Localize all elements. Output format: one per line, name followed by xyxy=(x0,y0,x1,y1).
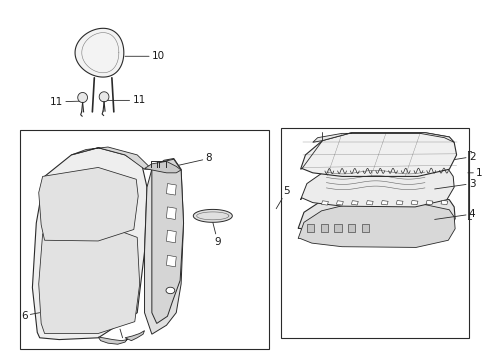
Text: 11: 11 xyxy=(104,95,145,105)
Polygon shape xyxy=(166,184,176,195)
Bar xyxy=(347,224,354,231)
Bar xyxy=(361,224,368,231)
Polygon shape xyxy=(321,201,328,205)
Polygon shape xyxy=(166,230,176,243)
Polygon shape xyxy=(166,207,176,220)
Text: 5: 5 xyxy=(276,186,289,209)
Polygon shape xyxy=(78,93,87,103)
Polygon shape xyxy=(298,204,454,247)
Polygon shape xyxy=(99,92,109,102)
Polygon shape xyxy=(71,147,152,169)
Text: 7: 7 xyxy=(114,316,122,338)
Text: 8: 8 xyxy=(168,153,212,167)
Text: 10: 10 xyxy=(125,51,164,61)
Polygon shape xyxy=(312,133,453,142)
Polygon shape xyxy=(144,158,183,334)
Polygon shape xyxy=(75,28,123,77)
Bar xyxy=(333,224,341,231)
Polygon shape xyxy=(300,133,456,176)
Bar xyxy=(20,130,268,348)
Polygon shape xyxy=(39,223,140,333)
Text: 9: 9 xyxy=(212,222,221,247)
Polygon shape xyxy=(381,201,387,205)
Text: 3: 3 xyxy=(434,179,474,189)
Polygon shape xyxy=(298,194,454,237)
Polygon shape xyxy=(425,201,432,205)
Polygon shape xyxy=(300,164,453,207)
Polygon shape xyxy=(351,201,358,205)
Polygon shape xyxy=(395,201,402,205)
Polygon shape xyxy=(98,337,128,344)
Polygon shape xyxy=(39,167,138,241)
Bar xyxy=(320,224,327,231)
Polygon shape xyxy=(166,255,176,267)
Polygon shape xyxy=(152,159,183,323)
Polygon shape xyxy=(410,201,417,205)
Text: 4: 4 xyxy=(434,209,474,220)
Text: 11: 11 xyxy=(50,97,82,107)
Text: 1: 1 xyxy=(467,168,482,178)
Polygon shape xyxy=(336,201,343,205)
Polygon shape xyxy=(440,201,447,205)
Polygon shape xyxy=(144,161,181,173)
Polygon shape xyxy=(125,330,144,341)
Circle shape xyxy=(165,287,174,294)
Bar xyxy=(281,128,468,338)
Bar xyxy=(306,224,314,231)
Polygon shape xyxy=(366,201,372,205)
Text: 2: 2 xyxy=(434,152,474,163)
Polygon shape xyxy=(193,210,232,222)
Polygon shape xyxy=(32,148,147,339)
Text: 6: 6 xyxy=(21,311,40,320)
